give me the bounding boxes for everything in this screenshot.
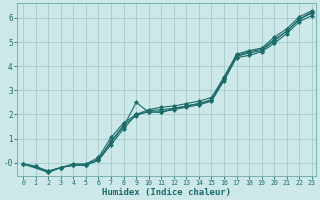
X-axis label: Humidex (Indice chaleur): Humidex (Indice chaleur) bbox=[102, 188, 231, 197]
